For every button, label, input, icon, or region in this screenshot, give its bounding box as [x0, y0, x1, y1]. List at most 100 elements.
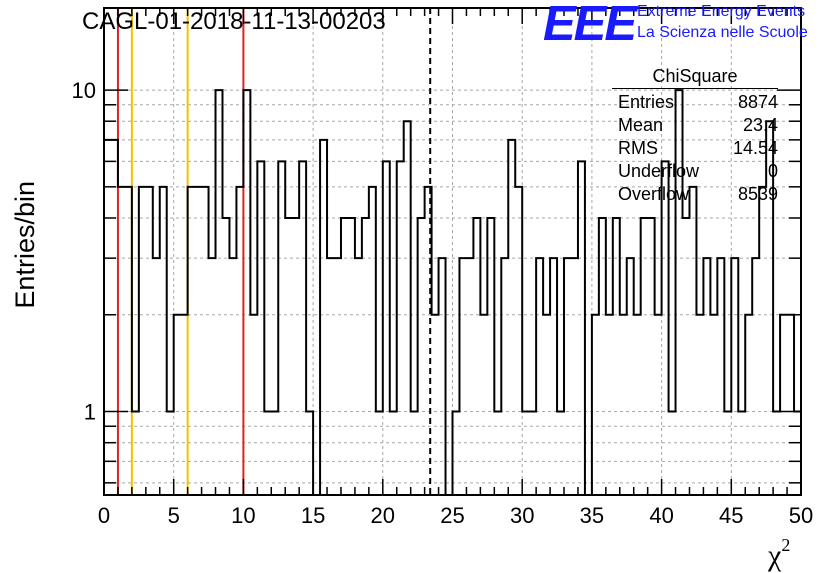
- stats-label: Entries: [618, 92, 675, 112]
- histogram-bin: [327, 258, 334, 495]
- histogram-bin: [731, 258, 738, 495]
- histogram-bin: [222, 218, 229, 495]
- stats-row: Mean 23.4: [612, 114, 778, 137]
- histogram-bin: [369, 187, 376, 495]
- x-tick-label: 5: [168, 503, 180, 528]
- histogram-bin: [780, 315, 787, 495]
- y-axis-label: Entries/bin: [10, 181, 40, 309]
- histogram-bin: [710, 315, 717, 495]
- histogram-bin: [229, 258, 236, 495]
- histogram-bin: [627, 258, 634, 495]
- histogram-bin: [390, 412, 397, 495]
- histogram-bin: [104, 140, 111, 495]
- histogram-bin: [453, 412, 460, 495]
- histogram-bin: [250, 315, 257, 495]
- histogram-bin: [278, 161, 285, 495]
- histogram-bin: [292, 218, 299, 495]
- histogram-bin: [167, 412, 174, 495]
- histogram-bin: [473, 218, 480, 495]
- histogram-bin: [738, 412, 745, 495]
- chart-title: CAGL-01-2018-11-13-00203: [82, 8, 386, 35]
- histogram-bin: [494, 412, 501, 495]
- histogram-bin: [195, 187, 202, 495]
- stats-label: Overflow: [618, 184, 690, 204]
- histogram-bin: [383, 161, 390, 495]
- stats-label: Mean: [618, 115, 664, 135]
- histogram-bin: [271, 412, 278, 495]
- histogram-bin: [752, 258, 759, 495]
- histogram-bin: [557, 412, 564, 495]
- histogram-bin: [174, 315, 181, 495]
- histogram-bin: [669, 412, 676, 495]
- histogram-bin: [648, 218, 655, 495]
- histogram-bin: [683, 218, 690, 495]
- histogram-bin: [139, 187, 146, 495]
- histogram-bin: [536, 258, 543, 495]
- x-axis-label: χ2: [768, 535, 790, 573]
- x-tick-label: 25: [440, 503, 464, 528]
- histogram-bin: [759, 187, 766, 495]
- histogram-bin: [299, 161, 306, 495]
- histogram-bin: [508, 140, 515, 495]
- x-tick-label: 20: [371, 503, 395, 528]
- stats-box: ChiSquare Entries 8874 Mean 23.4 RMS 14.54 Und…: [612, 66, 778, 206]
- histogram-bin: [466, 258, 473, 495]
- histogram-bin: [153, 258, 160, 495]
- histogram-bin: [376, 412, 383, 495]
- histogram-bin: [655, 315, 662, 495]
- stats-value: 14.54: [732, 138, 778, 158]
- histogram-line: [104, 89, 801, 495]
- stats-label: Underflow: [618, 161, 700, 181]
- histogram-bin: [236, 187, 243, 495]
- x-tick-label: 50: [789, 503, 813, 528]
- histogram-bin: [362, 218, 369, 495]
- histogram-bin: [515, 187, 522, 495]
- logo-line-1: Extreme Energy Events: [637, 3, 806, 20]
- stats-row: RMS 14.54: [612, 137, 778, 160]
- histogram-bin: [348, 218, 355, 495]
- x-tick-label: 30: [510, 503, 534, 528]
- histogram-bin: [404, 121, 411, 495]
- stats-value: 0: [767, 161, 778, 181]
- histogram-bin: [787, 315, 794, 495]
- logo-line-2: La Scienza nelle Scuole: [637, 24, 808, 41]
- histogram-bin: [724, 412, 731, 495]
- histogram-bin: [216, 90, 223, 495]
- histogram-bin: [745, 315, 752, 495]
- histogram-bin: [620, 315, 627, 495]
- stats-row: Entries 8874: [612, 91, 778, 114]
- y-tick-label: 10: [72, 78, 96, 103]
- histogram-bin: [243, 90, 250, 495]
- histogram-bin: [487, 218, 494, 495]
- histogram-bin: [202, 187, 209, 495]
- x-tick-label: 35: [580, 503, 604, 528]
- axis-ticks: 0 5 10 15 20 25 30 35 40 45 50 1 10: [72, 8, 813, 528]
- histogram-bin: [641, 218, 648, 495]
- histogram-bin: [634, 315, 641, 495]
- stats-row: Underflow 0: [612, 160, 778, 183]
- histogram-bin: [425, 187, 432, 495]
- y-axis-label-wrap: Entries/bin: [6, 181, 40, 321]
- histogram-bin: [264, 412, 271, 495]
- histogram-bin: [341, 218, 348, 495]
- histogram-bin: [550, 258, 557, 495]
- histogram-bin: [181, 315, 188, 495]
- stats-title: ChiSquare: [612, 66, 778, 89]
- histogram-bin: [132, 412, 139, 495]
- histogram-bin: [334, 258, 341, 495]
- x-tick-label: 40: [649, 503, 673, 528]
- histogram-bin: [606, 315, 613, 495]
- stats-value: 8874: [737, 92, 778, 112]
- histogram-bin: [125, 187, 132, 495]
- histogram-bin: [773, 412, 780, 495]
- histogram-bin: [257, 161, 264, 495]
- histogram-bin: [703, 258, 710, 495]
- x-axis-label-sup: 2: [781, 535, 791, 555]
- histogram-bin: [529, 412, 536, 495]
- histogram-bin: [439, 258, 446, 495]
- histogram-bin: [160, 187, 167, 495]
- histogram-bin: [564, 258, 571, 495]
- logo-mark: EEE: [543, 0, 637, 51]
- histogram-bin: [118, 187, 125, 495]
